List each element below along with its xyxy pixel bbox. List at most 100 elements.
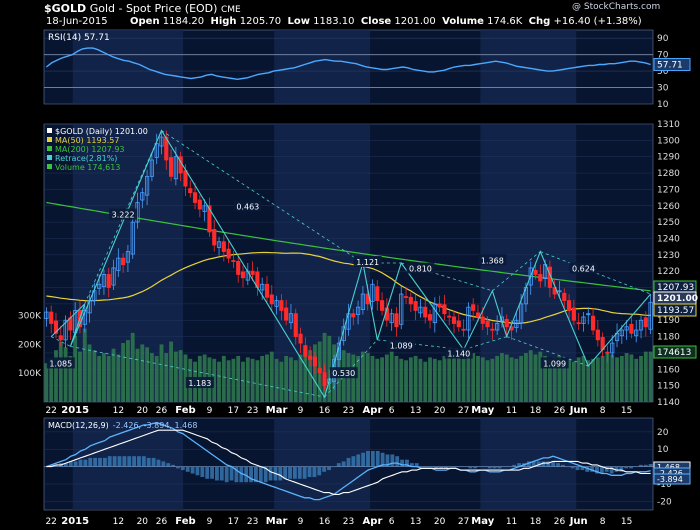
- macd-histogram-bar: [336, 463, 341, 467]
- volume-bar: [408, 357, 413, 402]
- low-label: Low: [287, 16, 310, 27]
- volume-bar: [567, 358, 572, 402]
- x-tick-label: 8: [600, 406, 606, 416]
- price-tick-label: 1180: [657, 333, 680, 343]
- rsi-legend: RSI(14) 57.71: [48, 33, 110, 43]
- macd-histogram-bar: [88, 457, 93, 467]
- candle-body: [514, 319, 519, 328]
- retrace-label-bg: [46, 357, 75, 369]
- candle-body: [53, 320, 59, 334]
- legend-swatch: [47, 128, 52, 133]
- volume-bar: [231, 358, 236, 402]
- macd-histogram-bar: [327, 466, 331, 471]
- volume-bar: [173, 351, 178, 402]
- retrace-label: 1.368: [481, 256, 504, 265]
- x-tick-label: Feb: [175, 405, 195, 416]
- macd-histogram-bar: [599, 466, 604, 474]
- rsi-tick-label: 10: [657, 100, 669, 110]
- retrace-dashed-line: [84, 130, 162, 305]
- macd-histogram-bar: [643, 464, 648, 467]
- macd-histogram-bar: [161, 461, 166, 467]
- price-panel: 1140115011601170118011901200121012201230…: [18, 120, 698, 408]
- x-tick-label: Mar: [266, 405, 288, 416]
- macd-histogram-bar: [366, 450, 370, 467]
- macd-legend-name: MACD(12,26,9): [48, 421, 109, 430]
- volume-bar: [284, 355, 289, 402]
- macd-histogram-bar: [278, 466, 283, 481]
- price-tick-label: 1190: [657, 316, 680, 326]
- macd-last-value: -3.894: [657, 475, 683, 484]
- volume-bar: [615, 357, 619, 402]
- x-tick-label: May: [471, 405, 494, 416]
- rsi-tick-label: 30: [657, 84, 669, 94]
- macd-histogram-bar: [634, 466, 638, 468]
- retrace-dashed-line: [401, 262, 493, 292]
- candle-body: [192, 192, 198, 203]
- x-tick-label: 23: [343, 406, 354, 416]
- macd-histogram-bar: [44, 466, 49, 468]
- macd-histogram-bar: [292, 466, 297, 479]
- candle-body: [240, 271, 246, 279]
- watermark: @ StockCharts.com: [572, 2, 661, 12]
- macd-histogram-bar: [112, 456, 117, 467]
- x-tick-label-bottom: 26: [554, 517, 566, 527]
- volume-bar: [447, 353, 452, 402]
- candle-body: [44, 311, 49, 320]
- volume-bar: [255, 360, 260, 402]
- macd-histogram-bar: [268, 466, 273, 481]
- macd-histogram-bar: [492, 466, 497, 469]
- volume-bar: [241, 361, 245, 402]
- volume-bar: [500, 353, 504, 402]
- volume-bar: [303, 351, 308, 402]
- candle-body: [111, 267, 116, 286]
- volume-bar: [279, 361, 284, 402]
- candle-body: [260, 283, 265, 291]
- volume-bar: [576, 357, 581, 402]
- macd-histogram-bar: [156, 459, 161, 467]
- volume-bar: [351, 354, 356, 402]
- volume-bar: [145, 347, 150, 402]
- candle-body: [427, 314, 433, 321]
- macd-histogram-bar: [215, 466, 219, 481]
- candle-body: [121, 257, 126, 266]
- volume-bar: [178, 350, 183, 402]
- macd-histogram-bar: [405, 459, 409, 467]
- x-tick-label-bottom: 18: [530, 517, 542, 527]
- volume-bar: [547, 358, 552, 402]
- candle-body: [351, 313, 356, 318]
- month-band: [274, 30, 371, 104]
- x-tick-label-bottom: 11: [506, 517, 517, 527]
- macd-histogram-bar: [127, 456, 132, 467]
- retrace-label: 1.183: [188, 379, 211, 388]
- macd-tick-label: 20: [657, 428, 669, 438]
- volume-bar: [82, 328, 87, 402]
- price-tick-label: 1250: [657, 218, 680, 228]
- last-value-box: [653, 303, 697, 317]
- volume-bar: [149, 353, 154, 402]
- volume-bar: [226, 360, 231, 402]
- macd-histogram-bar: [283, 466, 288, 479]
- candle-body: [638, 319, 644, 331]
- macd-histogram-bar: [210, 466, 214, 479]
- price-tick-label: 1290: [657, 153, 680, 163]
- volume-bar: [308, 350, 313, 402]
- macd-histogram-bar: [463, 466, 468, 468]
- rsi-last-box: [653, 58, 691, 72]
- candle-body: [375, 286, 380, 302]
- volume-bar: [629, 354, 634, 402]
- volume-bar: [389, 351, 394, 402]
- candle-body: [231, 260, 236, 262]
- retrace-label-bg: [387, 339, 416, 351]
- volume-bar: [135, 348, 140, 402]
- price-legend-item: $GOLD (Daily) 1201.00: [55, 127, 148, 136]
- macd-histogram-bar: [517, 463, 521, 467]
- volume-bar: [154, 355, 159, 402]
- x-tick-label-bottom: May: [471, 516, 494, 527]
- volume-bar: [514, 358, 519, 402]
- macd-histogram-bar: [434, 466, 439, 469]
- volume-bar: [164, 353, 169, 402]
- retrace-dashed-line: [161, 130, 364, 264]
- chg-value: +16.40 (+1.38%): [553, 16, 642, 27]
- rsi-tick-label: 90: [657, 34, 669, 44]
- macd-histogram-bar: [429, 466, 434, 468]
